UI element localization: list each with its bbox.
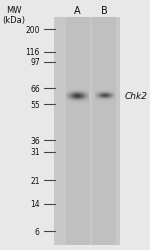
Text: 36: 36 xyxy=(30,136,40,145)
Bar xyxy=(92,18,117,245)
Text: MW
(kDa): MW (kDa) xyxy=(2,6,25,25)
Text: 97: 97 xyxy=(30,58,40,67)
Text: 116: 116 xyxy=(26,48,40,57)
Text: 31: 31 xyxy=(30,148,40,156)
Bar xyxy=(54,18,120,245)
Text: 6: 6 xyxy=(35,227,40,236)
Text: 14: 14 xyxy=(30,199,40,208)
Text: 66: 66 xyxy=(30,84,40,93)
Text: 21: 21 xyxy=(30,176,40,185)
Text: A: A xyxy=(74,6,81,16)
Text: B: B xyxy=(101,6,108,16)
Text: 200: 200 xyxy=(25,26,40,35)
Text: 55: 55 xyxy=(30,100,40,110)
Bar xyxy=(66,18,90,245)
Text: Chk2: Chk2 xyxy=(125,92,148,101)
